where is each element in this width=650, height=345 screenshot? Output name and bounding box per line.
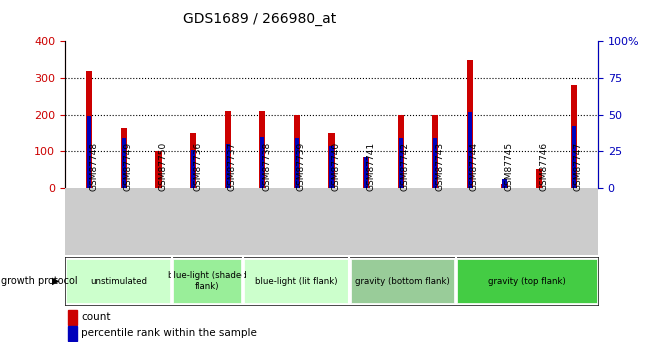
Text: GSM87740: GSM87740	[332, 142, 341, 191]
Bar	[244, 259, 348, 303]
Text: GSM87744: GSM87744	[470, 142, 479, 191]
Bar	[501, 184, 508, 188]
Text: GSM87747: GSM87747	[574, 142, 583, 191]
Text: percentile rank within the sample: percentile rank within the sample	[81, 328, 257, 338]
Bar	[66, 259, 170, 303]
Bar	[155, 151, 162, 188]
Text: GSM87745: GSM87745	[504, 142, 514, 191]
Bar	[87, 116, 91, 188]
Bar	[68, 326, 77, 341]
Bar	[458, 259, 597, 303]
Text: GDS1689 / 266980_at: GDS1689 / 266980_at	[183, 12, 337, 26]
Text: growth protocol: growth protocol	[1, 276, 78, 286]
Text: unstimulated: unstimulated	[90, 277, 147, 286]
Text: blue-light (shaded
flank): blue-light (shaded flank)	[168, 272, 246, 291]
Bar	[398, 115, 404, 188]
Bar	[502, 179, 506, 188]
Bar	[467, 60, 473, 188]
Bar	[468, 112, 472, 188]
Bar	[434, 138, 437, 188]
Bar	[68, 310, 77, 325]
Bar	[121, 128, 127, 188]
Bar	[173, 259, 241, 303]
Bar	[294, 116, 300, 188]
Text: gravity (top flank): gravity (top flank)	[488, 277, 566, 286]
Bar	[224, 111, 231, 188]
Bar	[191, 150, 195, 188]
Bar	[398, 138, 403, 188]
Text: ▶: ▶	[52, 276, 60, 286]
Bar	[328, 133, 335, 188]
Bar	[86, 71, 92, 188]
Text: GSM87742: GSM87742	[400, 142, 410, 191]
Bar	[226, 144, 229, 188]
Bar	[363, 157, 369, 188]
Text: blue-light (lit flank): blue-light (lit flank)	[255, 277, 337, 286]
Bar	[536, 169, 542, 188]
Bar	[260, 137, 265, 188]
Bar	[572, 126, 576, 188]
Bar	[190, 133, 196, 188]
Text: GSM87736: GSM87736	[193, 142, 202, 191]
Text: GSM87749: GSM87749	[124, 142, 133, 191]
Bar	[330, 146, 333, 188]
Text: GSM87738: GSM87738	[263, 142, 271, 191]
Text: GSM87739: GSM87739	[297, 142, 306, 191]
Bar	[432, 116, 439, 188]
Text: GSM87741: GSM87741	[366, 142, 375, 191]
Bar	[571, 85, 577, 188]
Bar	[122, 138, 126, 188]
Text: GSM87746: GSM87746	[539, 142, 548, 191]
Text: GSM87748: GSM87748	[89, 142, 98, 191]
Text: GSM87737: GSM87737	[227, 142, 237, 191]
Bar	[259, 111, 265, 188]
Bar	[295, 138, 299, 188]
Text: gravity (bottom flank): gravity (bottom flank)	[355, 277, 450, 286]
Bar	[351, 259, 454, 303]
Text: count: count	[81, 312, 110, 322]
Bar	[364, 157, 368, 188]
Text: GSM87743: GSM87743	[436, 142, 445, 191]
Text: GSM87750: GSM87750	[159, 142, 168, 191]
